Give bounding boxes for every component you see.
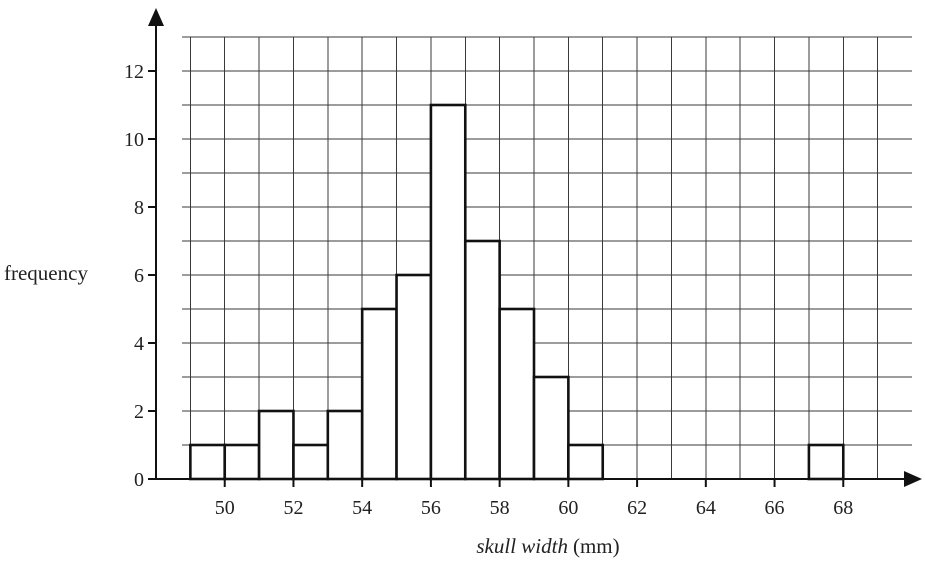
axis-layer [148, 8, 922, 487]
histogram-bar [807, 443, 845, 481]
histogram-bar [395, 273, 433, 481]
histogram-bar [360, 307, 398, 481]
x-axis-title-unit: (mm) [573, 534, 620, 558]
y-tick-label: 6 [134, 265, 144, 287]
histogram-bar [532, 375, 570, 481]
x-tick-label: 50 [215, 497, 235, 519]
histogram-bar [326, 409, 364, 481]
x-tick-label: 58 [490, 497, 510, 519]
y-axis-title: frequency [4, 261, 88, 285]
histogram-bar [189, 443, 227, 481]
y-tick-label: 10 [124, 129, 144, 151]
grid-layer [182, 36, 912, 479]
x-tick-label: 66 [765, 497, 785, 519]
y-tick-label: 2 [134, 401, 144, 423]
histogram-bar [463, 239, 501, 481]
histogram-bar [498, 307, 536, 481]
y-axis-arrow-icon [148, 8, 164, 26]
x-tick-label: 56 [421, 497, 441, 519]
x-tick-label: 62 [627, 497, 647, 519]
histogram-bar [429, 103, 467, 481]
x-axis-arrow-icon [904, 471, 922, 487]
histogram-bar [223, 443, 261, 481]
x-tick-label: 60 [558, 497, 578, 519]
x-axis-title: skull width (mm) [476, 534, 619, 558]
bar-layer [189, 103, 845, 481]
histogram-bar [567, 443, 605, 481]
y-tick-label: 8 [134, 197, 144, 219]
y-tick-label: 0 [134, 469, 144, 491]
histogram-bar [257, 409, 295, 481]
x-tick-label: 54 [352, 497, 372, 519]
x-tick-label: 52 [283, 497, 303, 519]
y-tick-label: 12 [124, 61, 144, 83]
y-tick-label: 4 [134, 333, 144, 355]
x-tick-label: 64 [696, 497, 716, 519]
x-axis-title-italic: skull width [476, 534, 568, 558]
x-tick-label: 68 [833, 497, 853, 519]
histogram-bar [292, 443, 330, 481]
